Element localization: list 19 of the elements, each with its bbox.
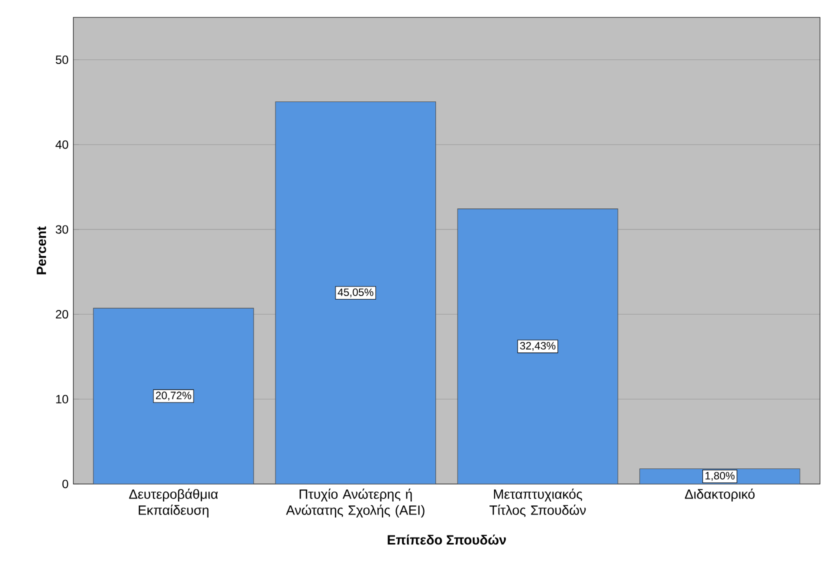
bar: [275, 102, 436, 484]
data-label: 32,43%: [520, 342, 556, 351]
x-tick-label: Μεταπτυχιακός Τίτλος Σπουδών: [490, 488, 586, 518]
y-tick-label: 30: [56, 225, 68, 234]
x-tick-label: Πτυχίο Ανώτερης ή Ανώτατης Σχολής (ΑΕΙ): [286, 488, 424, 518]
y-axis-title: Percent: [36, 226, 46, 274]
y-tick-label: 20: [56, 310, 68, 319]
y-tick-label: 50: [56, 56, 68, 64]
x-tick-label: Διδακτορικό: [684, 488, 755, 502]
data-label: 20,72%: [156, 392, 192, 400]
x-axis-title: Επίπεδο Σπουδών: [388, 534, 506, 545]
y-tick-label: 10: [56, 394, 68, 404]
bar: [458, 208, 618, 484]
y-tick-label: 40: [56, 140, 68, 149]
x-tick-label: Δευτεροβάθμια Εκπαίδευση: [129, 488, 218, 518]
data-label: 1,80%: [706, 472, 735, 481]
bar: [93, 308, 254, 484]
data-label: 45,05%: [338, 288, 374, 298]
y-tick-label: 0: [62, 480, 68, 488]
